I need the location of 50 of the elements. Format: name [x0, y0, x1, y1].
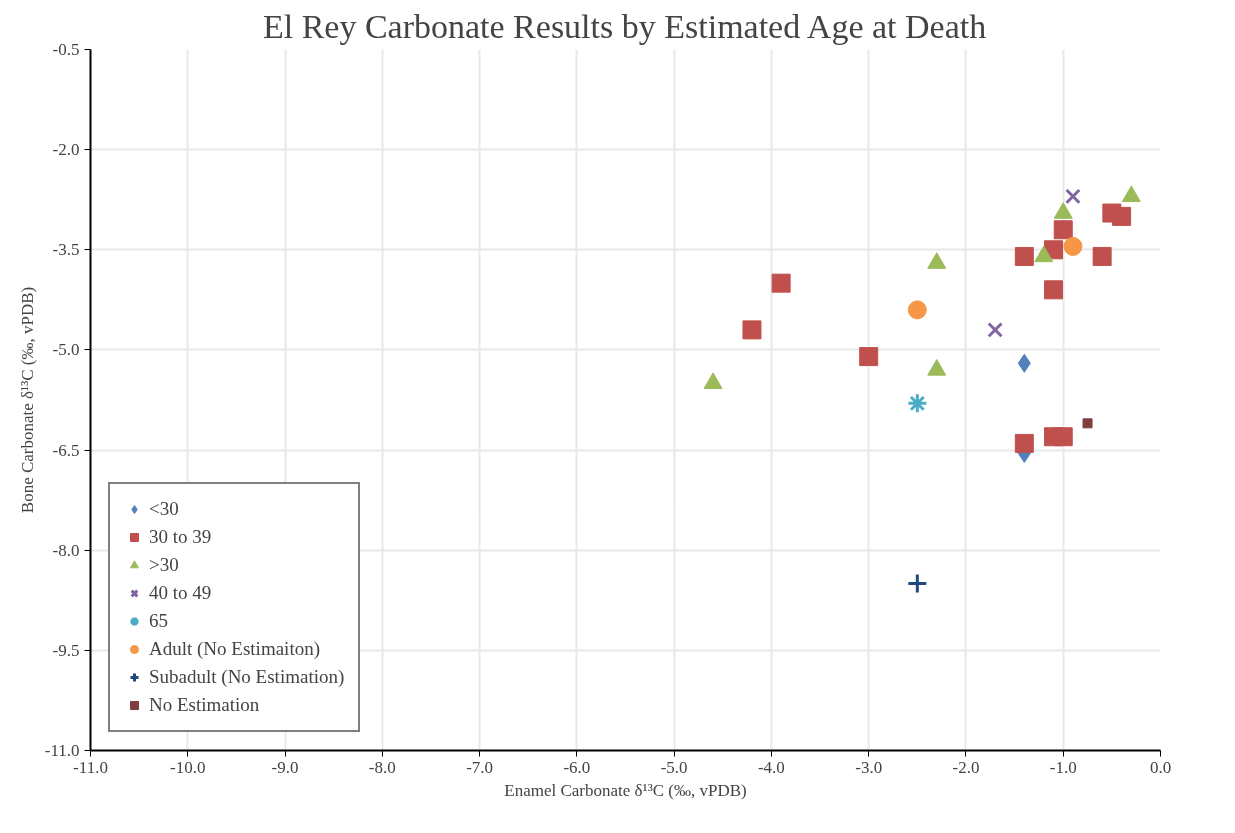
y-tick-label: -5.0 [52, 340, 80, 360]
point [1014, 433, 1034, 453]
point [1082, 418, 1093, 429]
x-tick-label: -6.0 [563, 757, 591, 777]
point [742, 320, 762, 340]
y-tick-label: -8.0 [52, 540, 80, 560]
y-tick-label: -6.5 [52, 440, 80, 460]
point [987, 322, 1003, 338]
legend-label: 40 to 49 [149, 582, 212, 604]
point [1044, 280, 1063, 300]
legend-label: 30 to 39 [149, 526, 212, 548]
legend-label: 65 [149, 610, 169, 632]
x-tick-label: -9.0 [271, 757, 299, 777]
point [1065, 188, 1081, 205]
point [859, 347, 879, 367]
point [1053, 427, 1073, 447]
y-tick-label: -0.5 [52, 40, 80, 59]
y-tick-label: -3.5 [52, 240, 80, 260]
legend-label: Subadult (No Estimation) [149, 666, 345, 688]
legend-label: Adult (No Estimaiton) [149, 638, 320, 660]
x-axis-title: Enamel Carbonate δ¹³C (‰, vPDB) [504, 780, 747, 800]
x-tick-label: -11.0 [73, 757, 108, 777]
chart-title: El Rey Carbonate Results by Estimated Age at Death [262, 7, 987, 45]
point [906, 392, 928, 414]
point [1053, 220, 1073, 240]
point [906, 573, 928, 595]
x-tick-label: -10.0 [170, 757, 206, 777]
y-tick-label: -9.5 [52, 640, 80, 660]
x-tick-label: -5.0 [660, 757, 688, 777]
x-tick-label: -2.0 [952, 757, 980, 777]
point [1017, 353, 1031, 373]
legend-label: <30 [149, 498, 179, 520]
point [1092, 246, 1112, 266]
point [1014, 246, 1034, 266]
point [1112, 206, 1132, 226]
legend-label: No Estimation [149, 694, 260, 716]
point [1063, 236, 1083, 256]
x-tick-label: -3.0 [855, 757, 883, 777]
point [1121, 185, 1141, 203]
y-axis-title: Bone Carbonate δ¹³C (‰, vPDB) [17, 286, 37, 514]
y-tick-label: -2.0 [52, 140, 80, 160]
point [907, 300, 927, 320]
legend-label: >30 [149, 554, 179, 576]
x-tick-label: -8.0 [368, 757, 396, 777]
x-tick-label: -4.0 [757, 757, 785, 777]
y-tick-label: -11.0 [44, 741, 80, 760]
x-tick-label: -7.0 [466, 757, 494, 777]
x-tick-label: 0.0 [1149, 757, 1172, 777]
point [771, 273, 791, 293]
x-tick-label: -1.0 [1049, 757, 1077, 777]
